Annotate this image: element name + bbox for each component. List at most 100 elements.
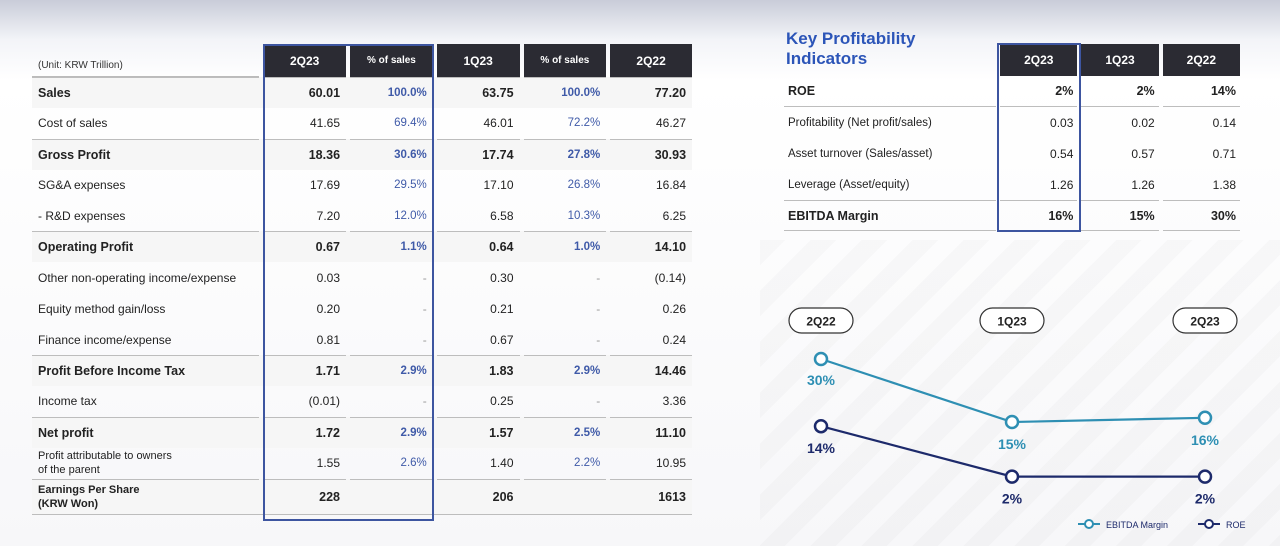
table-cell: 30.93 <box>610 138 693 170</box>
legend-marker <box>1204 519 1214 529</box>
table-cell: 0.81 <box>316 332 341 347</box>
data-label: 16% <box>1191 432 1220 448</box>
financial-table-header: (Unit: KRW Trillion) 2Q23 % of sales 1Q2… <box>32 44 692 77</box>
table-cell: (0.14) <box>654 270 687 285</box>
row-label: Finance income/expense <box>38 332 172 347</box>
table-cell: 27.8% <box>523 138 607 170</box>
table-cell: 3.36 <box>662 394 687 409</box>
data-point <box>1197 410 1213 426</box>
table-row: Income tax (0.01) - 0.25 - 3.36 <box>32 386 692 417</box>
kpi-row: Leverage (Asset/equity) 1.26 1.26 1.38 <box>784 169 1240 200</box>
table-cell: 14.46 <box>610 355 693 386</box>
table-cell: 1.40 <box>490 456 514 471</box>
legend-label: EBITDA Margin <box>1106 520 1168 530</box>
table-cell: - <box>596 270 601 285</box>
column-header: 1Q23 <box>436 44 520 77</box>
table-row: Cost of sales 41.65 69.4% 46.01 72.2% 46.27 <box>32 108 692 139</box>
table-cell: 1.26 <box>1131 177 1155 192</box>
column-header: 2Q22 <box>1162 44 1240 76</box>
data-point <box>813 418 829 434</box>
table-row-eps: Earnings Per Share (KRW Won) 228 206 1613 <box>32 478 693 515</box>
column-header: 2Q23 <box>263 44 347 77</box>
kpi-title-line1: Key Profitability <box>786 29 916 48</box>
table-cell: 77.20 <box>610 77 693 108</box>
row-label: Other non-operating income/expense <box>38 270 237 285</box>
table-cell: 1.38 <box>1212 177 1236 192</box>
table-cell: - <box>422 394 427 409</box>
table-cell: 2.2% <box>574 457 601 470</box>
table-row: Profit attributable to owners of the pare… <box>32 448 692 479</box>
data-label: 2% <box>1195 491 1216 507</box>
table-cell: 63.75 <box>436 77 520 108</box>
row-label: Gross Profit <box>32 138 260 170</box>
table-cell: 1.71 <box>263 355 347 386</box>
table-cell: - <box>596 301 601 316</box>
unit-label: (Unit: KRW Trillion) <box>32 44 260 77</box>
column-header: 2Q23 <box>1000 44 1078 76</box>
table-cell: 60.01 <box>263 77 347 108</box>
table-cell: 7.20 <box>316 209 341 223</box>
table-cell: 2% <box>1000 76 1078 107</box>
category-pill <box>979 307 1045 334</box>
highlight-2q23-column <box>263 44 434 521</box>
table-cell: 0.54 <box>1050 146 1074 161</box>
table-cell: 228 <box>263 478 347 514</box>
table-cell: - <box>422 301 427 316</box>
category-pill <box>788 307 854 334</box>
table-cell: 0.21 <box>490 301 514 316</box>
table-cell: 1.57 <box>436 416 520 448</box>
table-cell: 46.01 <box>483 116 514 131</box>
table-cell: 0.20 <box>316 301 341 316</box>
row-label: Profitability (Net profit/sales) <box>788 116 932 129</box>
table-row: Operating Profit 0.67 1.1% 0.64 1.0% 14.10 <box>32 231 693 263</box>
row-label: - R&D expenses <box>38 209 126 223</box>
eps-label-line2: (KRW Won) <box>38 497 99 510</box>
table-cell: 17.10 <box>483 178 514 193</box>
kpi-row: EBITDA Margin 16% 15% 30% <box>784 200 1240 231</box>
table-cell: 2.5% <box>523 416 607 448</box>
profitability-line-chart: 2Q22 1Q23 2Q23 30% 15% 16% 14% 2% 2% EBITDA Margi… <box>788 307 1246 530</box>
kpi-row: ROE 2% 2% 14% <box>784 76 1240 107</box>
table-cell: 2% <box>1081 76 1159 107</box>
table-row: SG&A expenses 17.69 29.5% 17.10 26.8% 16.84 <box>32 170 692 201</box>
column-header: 2Q22 <box>610 44 692 77</box>
category-pill <box>1172 307 1238 334</box>
table-cell: - <box>596 332 601 347</box>
table-cell: 1.72 <box>263 416 347 448</box>
table-cell: 12.0% <box>394 210 427 222</box>
table-cell: 0.25 <box>490 394 514 409</box>
data-point <box>1004 414 1020 430</box>
data-label: 30% <box>807 372 836 388</box>
table-cell: 1.0% <box>523 231 607 262</box>
row-label: Net profit <box>32 416 260 448</box>
kpi-title: Key Profitability Indicators <box>786 29 976 69</box>
table-cell: 29.5% <box>394 179 427 192</box>
table-cell: 0.30 <box>490 270 514 285</box>
table-row: Net profit 1.72 2.9% 1.57 2.5% 11.10 <box>32 416 693 448</box>
row-label: Profit attributable to owners of the pare… <box>38 450 172 477</box>
legend-label: ROE <box>1226 520 1246 530</box>
table-row: Equity method gain/loss 0.20 - 0.21 - 0.26 <box>32 293 692 324</box>
table-cell: 17.74 <box>436 138 520 170</box>
table-cell: - <box>422 270 427 285</box>
table-cell: 0.67 <box>490 332 514 347</box>
table-cell: 2.9% <box>350 416 433 448</box>
table-cell: (0.01) <box>308 394 341 409</box>
table-row: - R&D expenses 7.20 12.0% 6.58 10.3% 6.25 <box>32 201 692 232</box>
legend-marker <box>1084 519 1094 529</box>
row-label: ROE <box>784 76 997 107</box>
table-cell: 0.57 <box>1131 146 1155 161</box>
table-cell: 30.6% <box>350 138 433 170</box>
table-cell: 26.8% <box>567 179 601 192</box>
kpi-title-line2: Indicators <box>786 49 868 68</box>
table-cell: 6.58 <box>490 209 514 223</box>
table-cell: 0.64 <box>436 231 520 262</box>
table-cell: 206 <box>436 478 520 514</box>
table-cell: 2.9% <box>350 355 433 386</box>
category-label: 2Q23 <box>1190 315 1220 329</box>
table-cell: 1.26 <box>1050 177 1074 192</box>
category-label: 1Q23 <box>997 315 1027 329</box>
row-label: Sales <box>32 77 260 108</box>
table-cell: 0.03 <box>316 270 341 285</box>
table-cell: 6.25 <box>662 209 687 223</box>
